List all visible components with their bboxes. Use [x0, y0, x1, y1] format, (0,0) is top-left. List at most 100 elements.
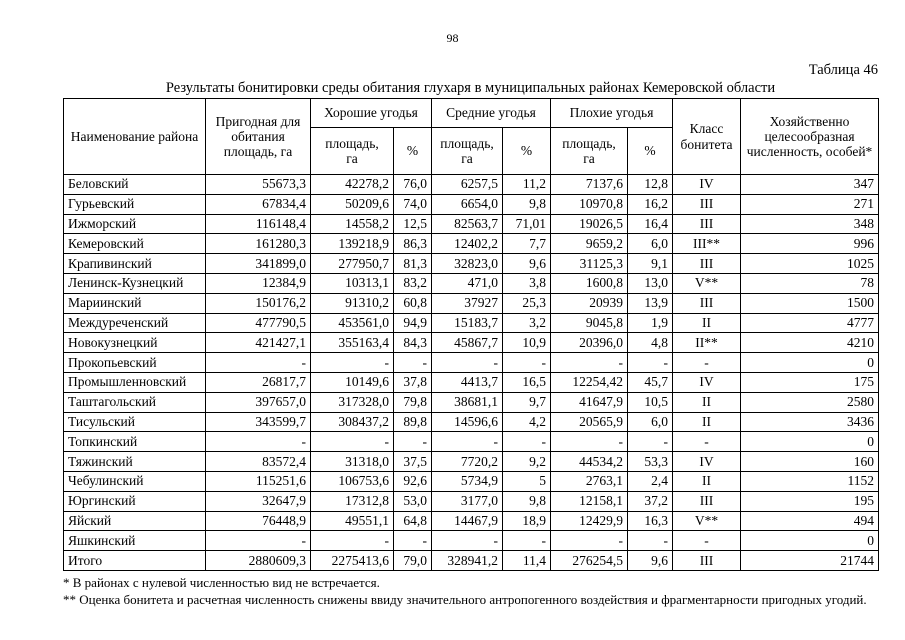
footnote-double-asterisk: ** Оценка бонитета и расчетная численнос… — [63, 592, 867, 608]
good-percent-cell: 37,8 — [393, 371, 432, 393]
bad-percent-cell: 12,8 — [626, 174, 674, 195]
bad-area-cell: - — [550, 431, 628, 453]
good-percent-cell: 86,3 — [393, 233, 432, 255]
district-name-cell: Крапивинский — [63, 253, 206, 274]
col-subheader-bad-area: площадь, га — [550, 127, 628, 175]
medium-percent-cell: 16,5 — [502, 371, 551, 393]
medium-area-cell: 471,0 — [431, 272, 503, 294]
suitable-area-cell: 12384,9 — [205, 272, 311, 294]
population-cell: 494 — [740, 510, 880, 532]
medium-area-cell: 5734,9 — [431, 470, 503, 492]
bad-percent-cell: 9,1 — [626, 253, 674, 274]
good-area-cell: 10313,1 — [310, 272, 394, 294]
district-name-cell: Итого — [63, 550, 206, 571]
bad-percent-cell: 37,2 — [626, 490, 674, 512]
table-row: Яйский 76448,9 49551,1 64,8 14467,9 18,9 12429… — [63, 510, 880, 532]
bonitet-class-cell: III — [672, 292, 742, 314]
medium-percent-cell: 11,2 — [502, 174, 551, 195]
district-name-cell: Мариинский — [63, 292, 206, 314]
bad-percent-cell: 16,2 — [626, 193, 674, 215]
table-row: Тисульский 343599,7 308437,2 89,8 14596,6 4,2… — [63, 411, 880, 433]
district-name-cell: Таштагольский — [63, 391, 206, 413]
col-header-district: Наименование района — [63, 98, 206, 175]
population-cell: 4210 — [740, 332, 880, 354]
medium-area-cell: 328941,2 — [431, 550, 503, 571]
medium-percent-cell: 9,6 — [502, 253, 551, 274]
col-header-population: Хозяйственно целесообразная численность,… — [740, 98, 880, 175]
col-subheader-good-percent: % — [393, 127, 432, 175]
table-row: Гурьевский 67834,4 50209,6 74,0 6654,0 9,8 109… — [63, 193, 880, 215]
bad-percent-cell: 6,0 — [626, 411, 674, 433]
good-percent-cell: - — [393, 530, 432, 552]
table-row: Крапивинский 341899,0 277950,7 81,3 32823,0 9… — [63, 253, 880, 274]
good-percent-cell: 94,9 — [393, 312, 432, 334]
population-cell: 347 — [740, 174, 880, 195]
district-name-cell: Юргинский — [63, 490, 206, 512]
bonitet-class-cell: III — [672, 193, 742, 215]
population-cell: 4777 — [740, 312, 880, 334]
good-area-cell: - — [310, 530, 394, 552]
suitable-area-cell: 343599,7 — [205, 411, 311, 433]
table-row: Кемеровский 161280,3 139218,9 86,3 12402,2 7,… — [63, 233, 880, 255]
bad-area-cell: 20396,0 — [550, 332, 628, 354]
bonitet-class-cell: IV — [672, 371, 742, 393]
medium-area-cell: - — [431, 530, 503, 552]
good-area-cell: 49551,1 — [310, 510, 394, 532]
good-area-cell: 50209,6 — [310, 193, 394, 215]
district-name-cell: Прокопьевский — [63, 352, 206, 373]
good-percent-cell: 79,8 — [393, 391, 432, 413]
population-cell: 78 — [740, 272, 880, 294]
bad-area-cell: 12254,42 — [550, 371, 628, 393]
bad-percent-cell: 13,9 — [626, 292, 674, 314]
good-area-cell: 17312,8 — [310, 490, 394, 512]
population-cell: 195 — [740, 490, 880, 512]
district-name-cell: Топкинский — [63, 431, 206, 453]
population-cell: 1025 — [740, 253, 880, 274]
district-name-cell: Ижморский — [63, 213, 206, 235]
medium-area-cell: 12402,2 — [431, 233, 503, 255]
bad-percent-cell: 6,0 — [626, 233, 674, 255]
document-page: 98 Таблица 46 Результаты бонитировки сре… — [63, 31, 880, 608]
good-area-cell: 308437,2 — [310, 411, 394, 433]
bad-percent-cell: 2,4 — [626, 470, 674, 492]
population-cell: 175 — [740, 371, 880, 393]
bad-area-cell: 12429,9 — [550, 510, 628, 532]
suitable-area-cell: 55673,3 — [205, 174, 311, 195]
district-name-cell: Тяжинский — [63, 451, 206, 472]
suitable-area-cell: 421427,1 — [205, 332, 311, 354]
suitable-area-cell: - — [205, 530, 311, 552]
bad-area-cell: 31125,3 — [550, 253, 628, 274]
table-row: Ленинск-Кузнецкий 12384,9 10313,1 83,2 471,0… — [63, 272, 880, 294]
medium-area-cell: 45867,7 — [431, 332, 503, 354]
good-area-cell: 31318,0 — [310, 451, 394, 472]
table-row: Прокопьевский - - - - - - - -0 — [63, 352, 880, 373]
medium-percent-cell: 3,2 — [502, 312, 551, 334]
bad-area-cell: 20939 — [550, 292, 628, 314]
table-row: Таштагольский 397657,0 317328,0 79,8 38681,1… — [63, 391, 880, 413]
bad-percent-cell: 45,7 — [626, 371, 674, 393]
table-row: Яшкинский - - - - - - - -0 — [63, 530, 880, 552]
medium-percent-cell: 4,2 — [502, 411, 551, 433]
bad-area-cell: 9045,8 — [550, 312, 628, 334]
medium-percent-cell: 18,9 — [502, 510, 551, 532]
population-cell: 348 — [740, 213, 880, 235]
population-cell: 1152 — [740, 470, 880, 492]
district-name-cell: Тисульский — [63, 411, 206, 433]
suitable-area-cell: 161280,3 — [205, 233, 311, 255]
bad-percent-cell: - — [626, 431, 674, 453]
bad-area-cell: 19026,5 — [550, 213, 628, 235]
district-name-cell: Кемеровский — [63, 233, 206, 255]
col-subheader-bad-percent: % — [626, 127, 674, 175]
district-name-cell: Чебулинский — [63, 470, 206, 492]
bonitet-class-cell: IV — [672, 174, 742, 195]
table-title: Результаты бонитировки среды обитания гл… — [165, 80, 776, 96]
district-name-cell: Междуреченский — [63, 312, 206, 334]
good-percent-cell: 64,8 — [393, 510, 432, 532]
bonitet-class-cell: V** — [672, 510, 742, 532]
bad-area-cell: 44534,2 — [550, 451, 628, 472]
footnotes: * В районах с нулевой численностью вид н… — [63, 574, 878, 608]
good-percent-cell: 79,0 — [393, 550, 432, 571]
population-cell: 0 — [740, 431, 880, 453]
good-area-cell: 277950,7 — [310, 253, 394, 274]
medium-percent-cell: - — [502, 431, 551, 453]
